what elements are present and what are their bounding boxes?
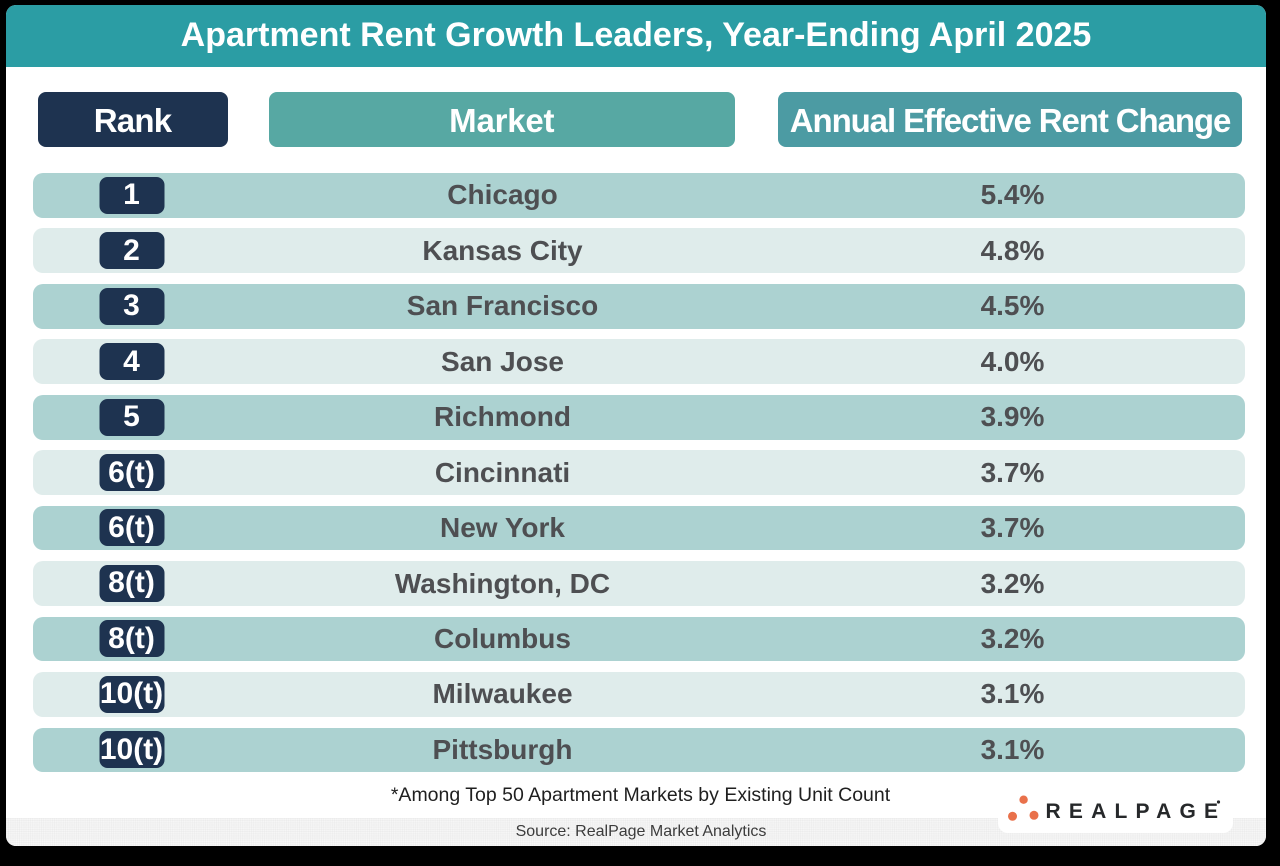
svg-text:REALPAGE: REALPAGE [1046,800,1227,823]
